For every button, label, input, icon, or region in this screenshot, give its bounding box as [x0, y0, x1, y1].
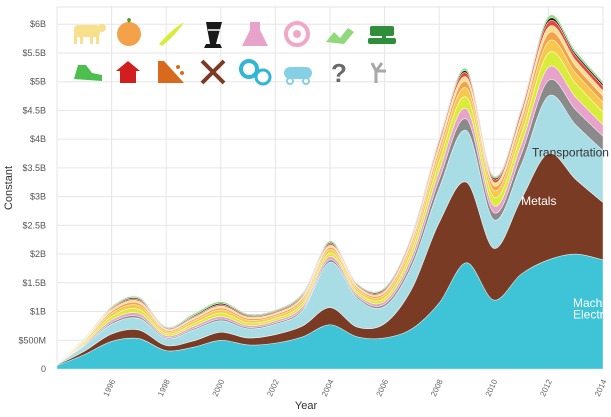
y-tick-label: $1B — [30, 307, 46, 317]
animal-icon[interactable] — [74, 24, 106, 44]
series-label: Transportation — [532, 145, 609, 159]
y-tick-label: $6B — [30, 19, 46, 29]
machine-icon[interactable] — [239, 59, 272, 86]
series-label: Machinery — [573, 296, 611, 310]
y-tick-label: $4.5B — [22, 105, 46, 115]
icon-legend: ? — [74, 18, 396, 88]
y-tick-label: $3.5B — [22, 163, 46, 173]
footwear-icon[interactable] — [74, 65, 102, 81]
area-layer — [56, 14, 604, 370]
metals-icon[interactable] — [200, 59, 226, 85]
x-tick-label: 2008 — [429, 377, 445, 397]
x-tick-label: 2010 — [484, 377, 500, 397]
unknown-icon[interactable]: ? — [331, 58, 347, 88]
y-tick-label: 0 — [41, 364, 46, 374]
plastic-icon[interactable] — [284, 21, 310, 47]
y-axis-label: Constant — [3, 166, 15, 210]
x-tick-label: 2006 — [374, 377, 390, 397]
x-axis-label: Year — [295, 400, 318, 412]
y-tick-label: $3B — [30, 192, 46, 202]
x-tick-label: 2000 — [211, 377, 227, 397]
series-label: Electrical — [573, 307, 611, 321]
series-label-layer: MachineryElectrical Metals Transportation — [521, 145, 611, 321]
vegetable-icon[interactable] — [117, 18, 141, 46]
x-tick-label: 2002 — [265, 377, 281, 397]
series-label: Metals — [521, 194, 556, 208]
chemical-icon[interactable] — [242, 22, 268, 46]
x-tick-label: 1996 — [101, 377, 117, 397]
y-tick-label: $500M — [18, 335, 46, 345]
y-tick-label: $5B — [30, 77, 46, 87]
y-tick-label: $5.5B — [22, 48, 46, 58]
y-tick-label: $2.5B — [22, 220, 46, 230]
x-tick-label: 1998 — [156, 377, 172, 397]
mineral-icon[interactable] — [204, 22, 222, 48]
textile-icon[interactable] — [368, 26, 396, 44]
area-series-11[interactable] — [56, 14, 604, 364]
y-tick-label: $2B — [30, 249, 46, 259]
svg-text:?: ? — [331, 58, 347, 88]
foodstuff-icon[interactable] — [159, 22, 184, 46]
transport-icon[interactable] — [284, 67, 312, 85]
x-tick-label: 2012 — [538, 377, 554, 397]
misc-icon[interactable] — [370, 62, 386, 83]
glass-icon[interactable] — [158, 61, 184, 83]
x-tick-label: 2014 — [593, 377, 609, 397]
x-tick-label: 2004 — [320, 377, 336, 397]
animal-hide-icon[interactable] — [326, 28, 354, 44]
y-tick-label: $1.5B — [22, 278, 46, 288]
y-tick-label: $4B — [30, 134, 46, 144]
stone-icon[interactable] — [116, 61, 140, 83]
